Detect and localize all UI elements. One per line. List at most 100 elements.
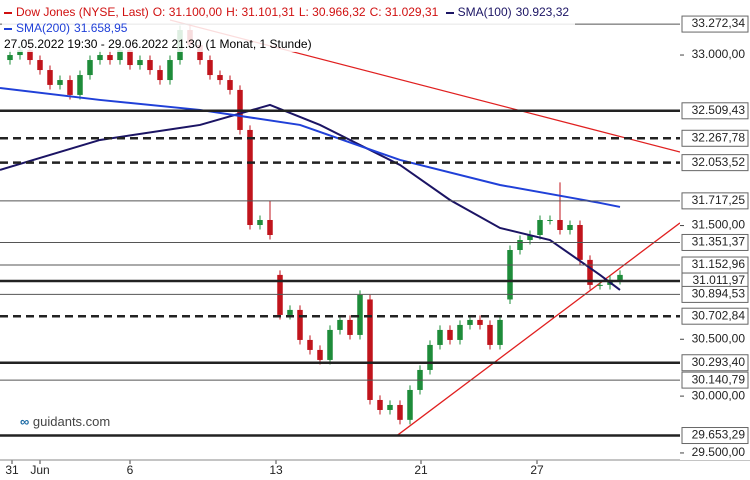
- candle-body: [137, 60, 143, 66]
- y-tick-label: 31.500,00: [692, 218, 746, 232]
- candle-body: [557, 219, 563, 230]
- quote: H: 31.101,31: [226, 5, 295, 19]
- level-label: 32.267,78: [692, 130, 746, 144]
- quote: C: 31.029,31: [369, 5, 439, 19]
- candle-body: [617, 274, 623, 280]
- candle-body: [567, 224, 573, 230]
- legend: Dow Jones (NYSE, Last) O: 31.100,00 H: 31.…: [2, 4, 576, 52]
- candle-body: [397, 404, 403, 420]
- candle-body: [517, 240, 523, 251]
- level-label: 30.140,79: [692, 372, 746, 386]
- quote: L: 30.966,32: [298, 5, 366, 19]
- level-box: [681, 233, 749, 251]
- interval: (1 Monat, 1 Stunde): [205, 37, 312, 51]
- candle-body: [127, 50, 133, 66]
- candle-body: [157, 70, 163, 81]
- watermark-text: guidants.com: [32, 414, 111, 429]
- candle-body: [97, 55, 103, 61]
- candle-body: [357, 294, 363, 335]
- x-tick-label: 6: [127, 463, 134, 477]
- level-box: [681, 192, 749, 210]
- candle-body: [427, 344, 433, 370]
- logo-icon: ∞: [20, 414, 30, 429]
- level-box: [681, 354, 749, 372]
- level-box: [681, 285, 749, 303]
- candle-body: [307, 339, 313, 350]
- candle-body: [347, 319, 353, 335]
- x-tick-label: 31: [5, 463, 19, 477]
- candle-body: [527, 235, 533, 241]
- candle-body: [477, 319, 483, 325]
- candle-body: [117, 50, 123, 61]
- candle-body: [317, 349, 323, 360]
- level-label: 30.293,40: [692, 355, 746, 369]
- candle-body: [407, 389, 413, 420]
- candle-body: [257, 219, 263, 225]
- candle-body: [7, 55, 13, 61]
- level-label: 33.272,34: [692, 16, 746, 30]
- candle-body: [87, 60, 93, 76]
- trend-line: [396, 222, 680, 437]
- candle-body: [447, 329, 453, 340]
- y-tick-label: 33.000,00: [692, 47, 746, 61]
- y-tick-label: 30.500,00: [692, 331, 746, 345]
- x-tick-label: 27: [530, 463, 544, 477]
- level-box: [681, 129, 749, 147]
- x-tick-label: 21: [414, 463, 428, 477]
- candle-body: [147, 60, 153, 71]
- candle-body: [17, 50, 23, 56]
- candle-body: [37, 60, 43, 71]
- candle-body: [497, 319, 503, 345]
- plot-area: [0, 19, 680, 437]
- level-label: 31.011,97: [693, 273, 746, 287]
- candle-body: [487, 324, 493, 345]
- candle-body: [287, 309, 293, 315]
- candle-body: [597, 284, 603, 286]
- legend-label: SMA(200): [16, 21, 71, 35]
- candle-body: [267, 219, 273, 236]
- candle-body: [547, 219, 553, 221]
- level-label: 31.717,25: [692, 193, 746, 207]
- level-label: 32.509,43: [692, 103, 746, 117]
- candle-body: [47, 70, 53, 85]
- candle-body: [27, 50, 33, 61]
- candle-body: [437, 329, 443, 345]
- level-box: [681, 307, 749, 325]
- legend-row: Dow Jones (NYSE, Last) O: 31.100,00 H: 31.…: [4, 4, 573, 20]
- candle-body: [167, 60, 173, 81]
- candle-body: [467, 319, 473, 325]
- candle-body: [197, 45, 203, 61]
- candle-body: [507, 250, 513, 300]
- candle-body: [217, 75, 223, 81]
- candle-body: [587, 259, 593, 285]
- level-label: 31.351,37: [692, 235, 746, 249]
- candle-body: [337, 319, 343, 330]
- x-tick-label: 13: [269, 463, 283, 477]
- level-label: 30.894,53: [692, 287, 746, 301]
- candle-body: [67, 80, 73, 95]
- candle-body: [327, 329, 333, 360]
- y-tick-label: 30.000,00: [692, 388, 746, 402]
- legend-label: SMA(100): [457, 5, 512, 19]
- legend-swatch: [4, 11, 12, 14]
- candle-body: [227, 80, 233, 90]
- level-label: 30.702,84: [692, 308, 746, 322]
- y-tick-label: 29.500,00: [692, 445, 746, 459]
- legend-row: 27.05.2022 19:30 - 29.06.2022 21:30 (1 Mo…: [4, 36, 573, 52]
- x-tick-label: Jun: [30, 463, 49, 477]
- legend-swatch: [445, 11, 454, 14]
- level-box: [681, 427, 749, 445]
- candle-body: [297, 309, 303, 340]
- candle-body: [277, 274, 283, 315]
- level-label: 29.653,29: [692, 428, 746, 442]
- level-box: [681, 15, 749, 33]
- quote: O: 31.100,00: [152, 5, 223, 19]
- period: 27.05.2022 19:30 - 29.06.2022 21:30: [4, 37, 202, 51]
- legend-value: 30.923,32: [515, 5, 570, 19]
- candle-body: [57, 80, 63, 85]
- level-box: [681, 154, 749, 172]
- level-label: 31.152,96: [692, 257, 746, 271]
- candle-body: [387, 404, 393, 410]
- candle-body: [367, 299, 373, 400]
